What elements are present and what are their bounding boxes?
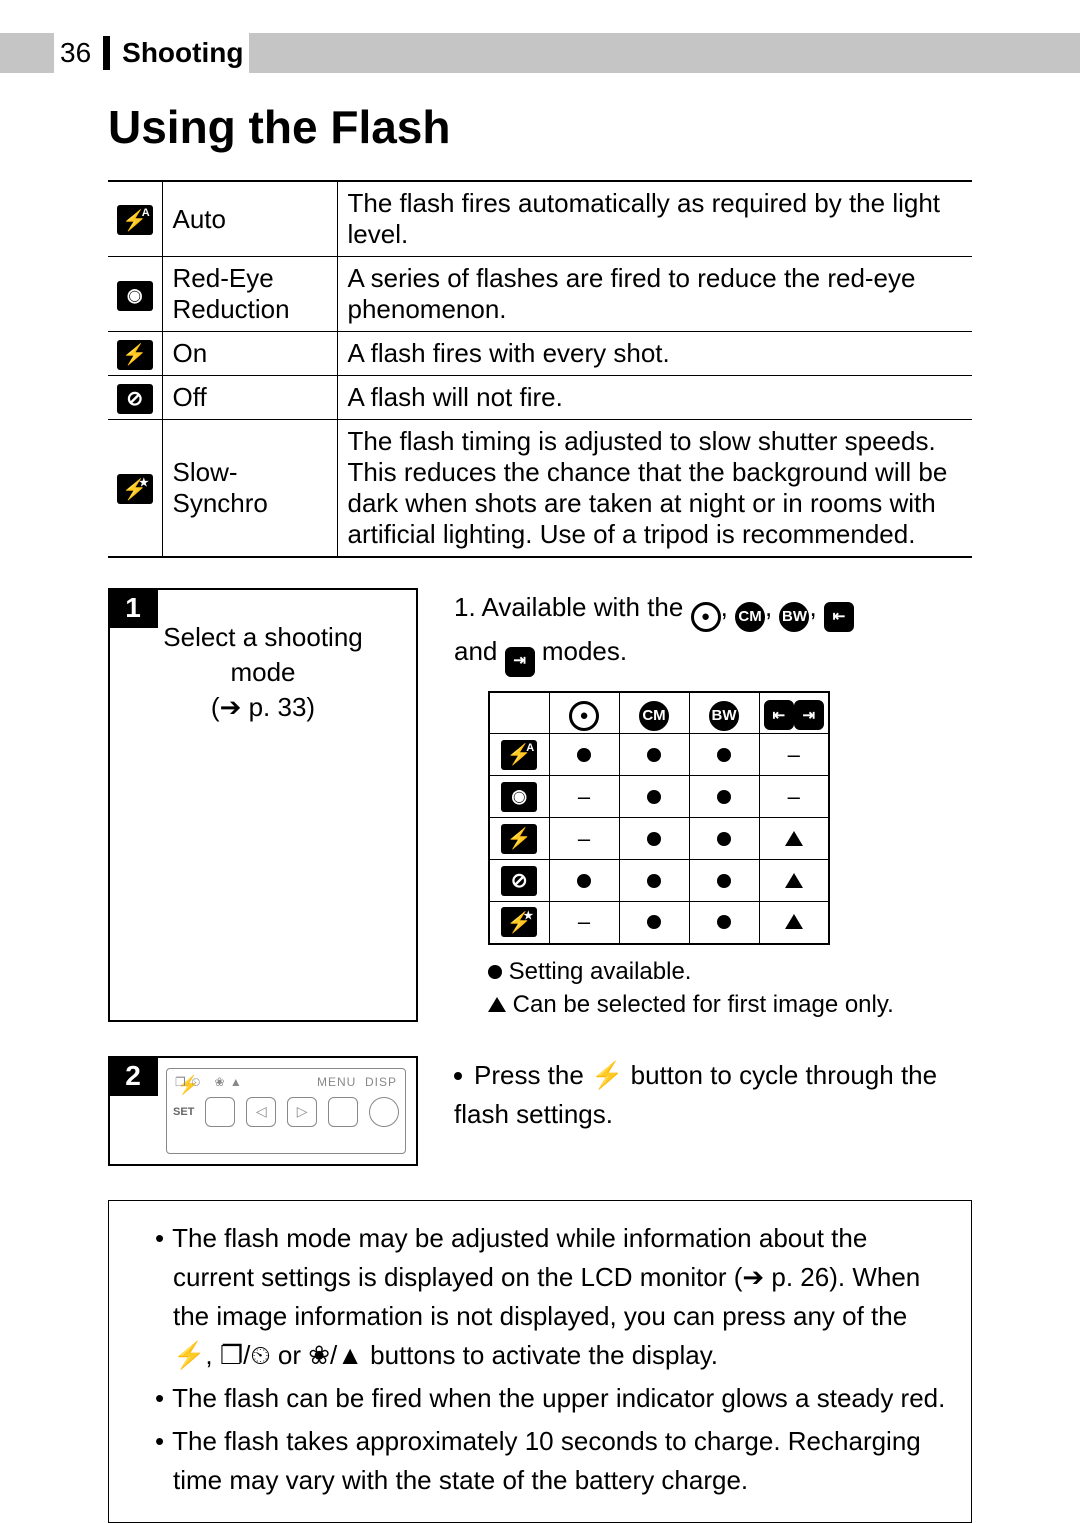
stitch-left-icon: ⇤ [824, 602, 854, 632]
camera-mode-icon: ● [691, 602, 721, 632]
note-item: The flash can be fired when the upper in… [173, 1379, 947, 1418]
table-row: On A flash fires with every shot. [108, 332, 972, 376]
matrix-row: – [489, 818, 829, 860]
mode-desc: A flash will not fire. [337, 376, 972, 420]
flash-on-icon [501, 824, 537, 854]
mode-desc: A series of flashes are fired to reduce … [337, 257, 972, 332]
flash-on-icon [117, 340, 153, 370]
page-number: 36 [54, 37, 103, 69]
mode-name: On [162, 332, 337, 376]
step-2-instruction: Press the ⚡ button to cycle through the … [454, 1056, 972, 1134]
step2-before: Press the [474, 1060, 591, 1090]
dot-icon [647, 790, 661, 804]
matrix-row: ⊘ [489, 860, 829, 902]
mode-desc: The flash timing is adjusted to slow shu… [337, 420, 972, 558]
set-label: SET [173, 1106, 194, 1118]
mode-name: Auto [162, 181, 337, 257]
matrix-row: – [489, 902, 829, 944]
step-1-line-2: (➔ p. 33) [132, 690, 394, 725]
dot-icon [647, 748, 661, 762]
flash-off-icon: ⊘ [117, 384, 153, 414]
step-number: 1 [108, 588, 158, 628]
right-button-icon: ▷ [287, 1097, 317, 1127]
stitch-right-icon: ⇥ [505, 647, 535, 677]
dot-icon [717, 748, 731, 762]
mode-name: Red-Eye Reduction [162, 257, 337, 332]
dot-icon [647, 915, 661, 929]
matrix-row: A– [489, 734, 829, 776]
header-title-group: 36 Shooting [54, 33, 249, 73]
cm-mode-icon: CM [639, 701, 669, 731]
step-1-line-1: Select a shooting mode [132, 620, 394, 690]
left-button-icon: ◁ [246, 1097, 276, 1127]
red-eye-icon [501, 782, 537, 812]
dot-icon [717, 874, 731, 888]
camera-mode-icon: ● [569, 701, 599, 731]
dot-icon [577, 874, 591, 888]
dot-icon [577, 748, 591, 762]
cam-button-icon [328, 1097, 358, 1127]
note-item: The flash takes approximately 10 seconds… [173, 1422, 947, 1500]
legend-dot-text: Setting available. [509, 958, 692, 985]
slow-synchro-icon [117, 474, 153, 504]
notes-box: The flash mode may be adjusted while inf… [108, 1200, 972, 1523]
bw-mode-icon: BW [709, 701, 739, 731]
stitch-left-icon: ⇤ [764, 700, 794, 730]
flash-icon: ⚡ [591, 1060, 623, 1090]
dot-icon [717, 790, 731, 804]
header-divider-bar [103, 36, 110, 70]
dot-icon [647, 832, 661, 846]
section-name: Shooting [122, 37, 243, 69]
matrix-row: –– [489, 776, 829, 818]
page-header: 36 Shooting [0, 0, 1080, 86]
page-title: Using the Flash [108, 100, 972, 154]
camera-back-diagram: ⚡ ❐ ⏲ ❀ ▲ MENU DISP SET ◁ ▷ [166, 1068, 406, 1154]
bullet-icon [454, 1072, 462, 1080]
table-row: ⊘ Off A flash will not fire. [108, 376, 972, 420]
table-row: Red-Eye Reduction A series of flashes ar… [108, 257, 972, 332]
stitch-right-icon: ⇥ [794, 700, 824, 730]
triangle-icon [488, 997, 506, 1012]
mode-desc: The flash fires automatically as require… [337, 181, 972, 257]
bw-mode-icon: BW [779, 602, 809, 632]
flash-auto-icon: A [501, 740, 537, 770]
slow-synchro-icon [501, 907, 537, 937]
mode-name: Off [162, 376, 337, 420]
menu-label: MENU [317, 1075, 356, 1089]
matrix-legend: Setting available. Can be selected for f… [488, 955, 972, 1022]
dot-icon [647, 874, 661, 888]
flash-auto-icon: A [117, 205, 153, 235]
step-number: 2 [108, 1056, 158, 1096]
dot-icon [717, 915, 731, 929]
avail-prefix: 1. Available with the [454, 592, 691, 622]
dot-icon [488, 965, 502, 979]
triangle-icon [785, 914, 803, 929]
dot-icon [717, 832, 731, 846]
availability-matrix: ● CM BW ⇤⇥ A––––⊘– [488, 691, 830, 945]
flash-off-icon: ⊘ [501, 866, 537, 896]
table-row: A Auto The flash fires automatically as … [108, 181, 972, 257]
note-item: The flash mode may be adjusted while inf… [173, 1219, 947, 1375]
available-modes-text: 1. Available with the ●, CM, BW, ⇤ and ⇥… [454, 588, 972, 677]
mode-name: Slow-Synchro [162, 420, 337, 558]
triangle-icon [785, 873, 803, 888]
table-row: Slow-Synchro The flash timing is adjuste… [108, 420, 972, 558]
triangle-icon [785, 831, 803, 846]
legend-tri-text: Can be selected for first image only. [513, 991, 894, 1018]
step-2-box: 2 ⚡ ❐ ⏲ ❀ ▲ MENU DISP SET ◁ ▷ [108, 1056, 418, 1166]
red-eye-icon [117, 281, 153, 311]
mode-desc: A flash fires with every shot. [337, 332, 972, 376]
flash-modes-table: A Auto The flash fires automatically as … [108, 180, 972, 558]
cam-button-icon [205, 1097, 235, 1127]
cm-mode-icon: CM [735, 602, 765, 632]
step-1-box: 1 Select a shooting mode (➔ p. 33) [108, 588, 418, 1022]
cam-top-icons: ❐ ⏲ ❀ ▲ [175, 1075, 243, 1090]
round-button-icon [369, 1097, 399, 1127]
avail-suffix: modes. [542, 636, 627, 666]
and-word: and [454, 636, 505, 666]
disp-label: DISP [365, 1075, 397, 1089]
